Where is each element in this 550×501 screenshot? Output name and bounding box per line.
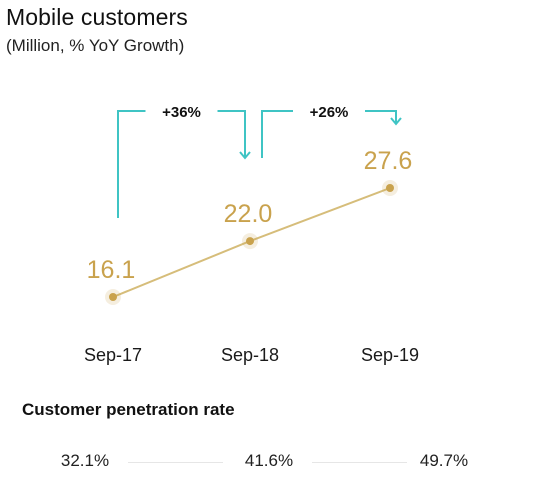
penetration-divider-1 bbox=[128, 462, 223, 463]
growth-label-0: +36% bbox=[162, 104, 201, 121]
growth-bracket-0 bbox=[117, 110, 246, 218]
growth-arrowhead-1 bbox=[390, 117, 402, 126]
x-tick-label-0: Sep-17 bbox=[84, 345, 142, 365]
x-tick-label-1: Sep-18 bbox=[221, 345, 279, 365]
penetration-value-sep-18: 41.6% bbox=[244, 451, 294, 470]
data-point-2 bbox=[386, 184, 394, 192]
chart-subtitle: (Million, % YoY Growth) bbox=[6, 36, 185, 55]
value-label-1: 22.0 bbox=[224, 200, 273, 228]
data-point-0 bbox=[109, 293, 117, 301]
chart-title: Mobile customers bbox=[6, 4, 188, 30]
growth-bracket-1 bbox=[261, 110, 397, 158]
penetration-value-sep-17: 32.1% bbox=[60, 451, 110, 470]
penetration-divider-2 bbox=[312, 462, 407, 463]
penetration-value-sep-19: 49.7% bbox=[419, 451, 469, 470]
value-label-2: 27.6 bbox=[364, 147, 413, 175]
x-tick-label-2: Sep-19 bbox=[361, 345, 419, 365]
data-point-1 bbox=[246, 237, 254, 246]
value-label-0: 16.1 bbox=[87, 256, 136, 284]
growth-arrowhead-0 bbox=[239, 151, 251, 160]
penetration-title: Customer penetration rate bbox=[22, 400, 235, 419]
growth-label-1: +26% bbox=[310, 104, 349, 121]
